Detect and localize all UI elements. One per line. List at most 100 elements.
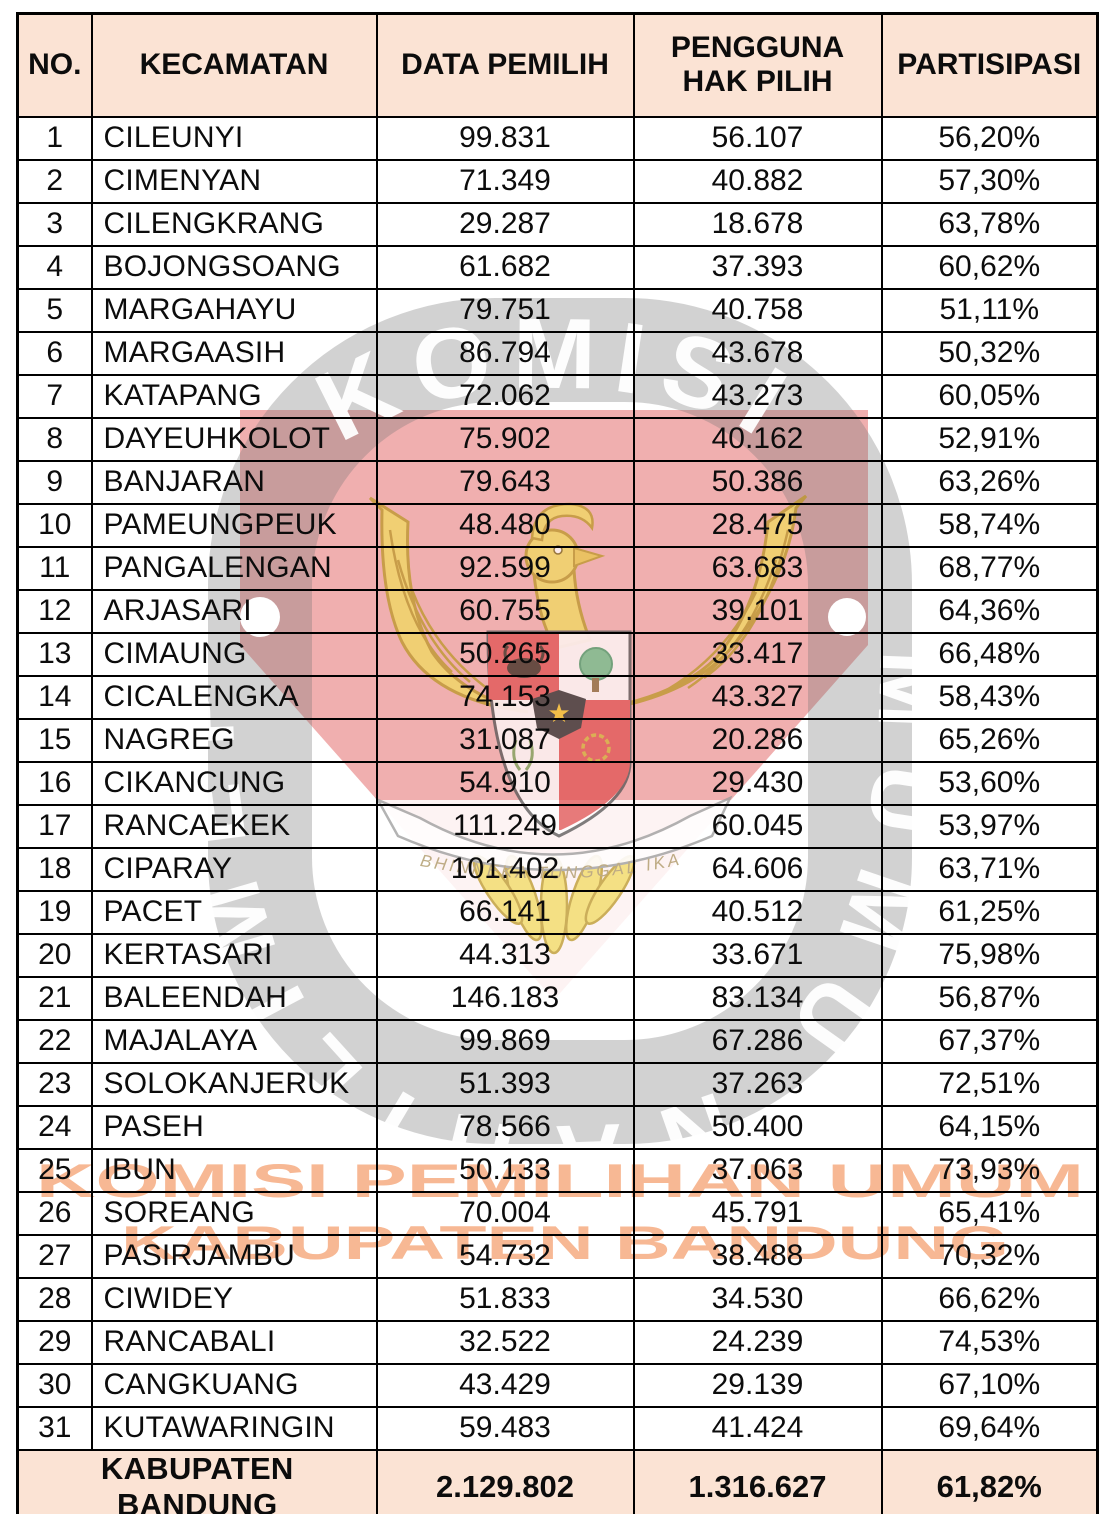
cell-partisipasi: 51,11% xyxy=(880,287,1099,333)
cell-no: 29 xyxy=(16,1319,93,1365)
table-row: 2 CIMENYAN 71.349 40.882 57,30% xyxy=(16,158,1099,204)
cell-data-pemilih: 44.313 xyxy=(375,932,635,978)
cell-kecamatan: SOLOKANJERUK xyxy=(90,1061,378,1107)
table-row: 25 IBUN 50.133 37.063 73,93% xyxy=(16,1147,1099,1193)
cell-pengguna-hak-pilih: 33.671 xyxy=(632,932,883,978)
cell-no: 4 xyxy=(16,244,93,290)
cell-no: 20 xyxy=(16,932,93,978)
cell-pengguna-hak-pilih: 45.791 xyxy=(632,1190,883,1236)
cell-pengguna-hak-pilih: 18.678 xyxy=(632,201,883,247)
cell-pengguna-hak-pilih: 50.386 xyxy=(632,459,883,505)
cell-kecamatan: BALEENDAH xyxy=(90,975,378,1021)
cell-pengguna-hak-pilih: 38.488 xyxy=(632,1233,883,1279)
cell-no: 27 xyxy=(16,1233,93,1279)
cell-pengguna-hak-pilih: 28.475 xyxy=(632,502,883,548)
cell-pengguna-hak-pilih: 29.430 xyxy=(632,760,883,806)
cell-kecamatan: PACET xyxy=(90,889,378,935)
cell-pengguna-hak-pilih: 41.424 xyxy=(632,1405,883,1451)
table-body: 1 CILEUNYI 99.831 56.107 56,20% 2 CIMENY… xyxy=(16,115,1099,1451)
cell-partisipasi: 63,78% xyxy=(880,201,1099,247)
cell-no: 25 xyxy=(16,1147,93,1193)
table-row: 22 MAJALAYA 99.869 67.286 67,37% xyxy=(16,1018,1099,1064)
cell-kecamatan: PASEH xyxy=(90,1104,378,1150)
cell-partisipasi: 52,91% xyxy=(880,416,1099,462)
cell-pengguna-hak-pilih: 40.162 xyxy=(632,416,883,462)
header-no: NO. xyxy=(16,12,93,118)
table-row: 8 DAYEUHKOLOT 75.902 40.162 52,91% xyxy=(16,416,1099,462)
cell-kecamatan: PAMEUNGPEUK xyxy=(90,502,378,548)
table-row: 14 CICALENGKA 74.153 43.327 58,43% xyxy=(16,674,1099,720)
cell-pengguna-hak-pilih: 56.107 xyxy=(632,115,883,161)
cell-pengguna-hak-pilih: 63.683 xyxy=(632,545,883,591)
cell-data-pemilih: 72.062 xyxy=(375,373,635,419)
cell-data-pemilih: 60.755 xyxy=(375,588,635,634)
cell-kecamatan: KERTASARI xyxy=(90,932,378,978)
header-pengguna-hak-pilih: PENGGUNA HAK PILIH xyxy=(632,12,883,118)
table-row: 24 PASEH 78.566 50.400 64,15% xyxy=(16,1104,1099,1150)
table-row: 17 RANCAEKEK 111.249 60.045 53,97% xyxy=(16,803,1099,849)
table-row: 28 CIWIDEY 51.833 34.530 66,62% xyxy=(16,1276,1099,1322)
cell-kecamatan: KATAPANG xyxy=(90,373,378,419)
table-row: 4 BOJONGSOANG 61.682 37.393 60,62% xyxy=(16,244,1099,290)
cell-partisipasi: 58,74% xyxy=(880,502,1099,548)
table-row: 29 RANCABALI 32.522 24.239 74,53% xyxy=(16,1319,1099,1365)
cell-pengguna-hak-pilih: 37.263 xyxy=(632,1061,883,1107)
cell-pengguna-hak-pilih: 50.400 xyxy=(632,1104,883,1150)
cell-partisipasi: 70,32% xyxy=(880,1233,1099,1279)
cell-pengguna-hak-pilih: 60.045 xyxy=(632,803,883,849)
cell-partisipasi: 68,77% xyxy=(880,545,1099,591)
cell-pengguna-hak-pilih: 39.101 xyxy=(632,588,883,634)
table-header: NO. KECAMATAN DATA PEMILIH PENGGUNA HAK … xyxy=(16,12,1099,118)
cell-partisipasi: 72,51% xyxy=(880,1061,1099,1107)
header-data-pemilih: DATA PEMILIH xyxy=(375,12,635,118)
cell-data-pemilih: 79.751 xyxy=(375,287,635,333)
cell-kecamatan: MAJALAYA xyxy=(90,1018,378,1064)
cell-no: 31 xyxy=(16,1405,93,1451)
cell-kecamatan: BANJARAN xyxy=(90,459,378,505)
cell-data-pemilih: 75.902 xyxy=(375,416,635,462)
cell-partisipasi: 63,26% xyxy=(880,459,1099,505)
cell-no: 8 xyxy=(16,416,93,462)
cell-data-pemilih: 59.483 xyxy=(375,1405,635,1451)
table-row: 21 BALEENDAH 146.183 83.134 56,87% xyxy=(16,975,1099,1021)
cell-data-pemilih: 78.566 xyxy=(375,1104,635,1150)
header-kecamatan: KECAMATAN xyxy=(90,12,378,118)
cell-no: 12 xyxy=(16,588,93,634)
cell-no: 22 xyxy=(16,1018,93,1064)
table-row: 11 PANGALENGAN 92.599 63.683 68,77% xyxy=(16,545,1099,591)
table-row: 13 CIMAUNG 50.265 33.417 66,48% xyxy=(16,631,1099,677)
cell-data-pemilih: 92.599 xyxy=(375,545,635,591)
cell-kecamatan: IBUN xyxy=(90,1147,378,1193)
cell-partisipasi: 60,05% xyxy=(880,373,1099,419)
table-row: 31 KUTAWARINGIN 59.483 41.424 69,64% xyxy=(16,1405,1099,1451)
cell-pengguna-hak-pilih: 29.139 xyxy=(632,1362,883,1408)
total-data-pemilih: 2.129.802 xyxy=(375,1448,635,1514)
cell-pengguna-hak-pilih: 43.327 xyxy=(632,674,883,720)
cell-pengguna-hak-pilih: 43.678 xyxy=(632,330,883,376)
cell-no: 10 xyxy=(16,502,93,548)
cell-no: 11 xyxy=(16,545,93,591)
cell-no: 30 xyxy=(16,1362,93,1408)
cell-kecamatan: CICALENGKA xyxy=(90,674,378,720)
cell-no: 18 xyxy=(16,846,93,892)
cell-partisipasi: 69,64% xyxy=(880,1405,1099,1451)
total-label: KABUPATEN BANDUNG xyxy=(16,1448,378,1514)
cell-no: 23 xyxy=(16,1061,93,1107)
cell-no: 2 xyxy=(16,158,93,204)
cell-partisipasi: 74,53% xyxy=(880,1319,1099,1365)
cell-data-pemilih: 31.087 xyxy=(375,717,635,763)
cell-partisipasi: 66,62% xyxy=(880,1276,1099,1322)
cell-data-pemilih: 51.393 xyxy=(375,1061,635,1107)
cell-data-pemilih: 32.522 xyxy=(375,1319,635,1365)
cell-partisipasi: 65,41% xyxy=(880,1190,1099,1236)
table-row: 15 NAGREG 31.087 20.286 65,26% xyxy=(16,717,1099,763)
cell-kecamatan: BOJONGSOANG xyxy=(90,244,378,290)
cell-data-pemilih: 50.265 xyxy=(375,631,635,677)
cell-kecamatan: MARGAHAYU xyxy=(90,287,378,333)
cell-kecamatan: CILENGKRANG xyxy=(90,201,378,247)
cell-no: 28 xyxy=(16,1276,93,1322)
cell-no: 9 xyxy=(16,459,93,505)
table-row: 9 BANJARAN 79.643 50.386 63,26% xyxy=(16,459,1099,505)
cell-pengguna-hak-pilih: 83.134 xyxy=(632,975,883,1021)
cell-no: 26 xyxy=(16,1190,93,1236)
